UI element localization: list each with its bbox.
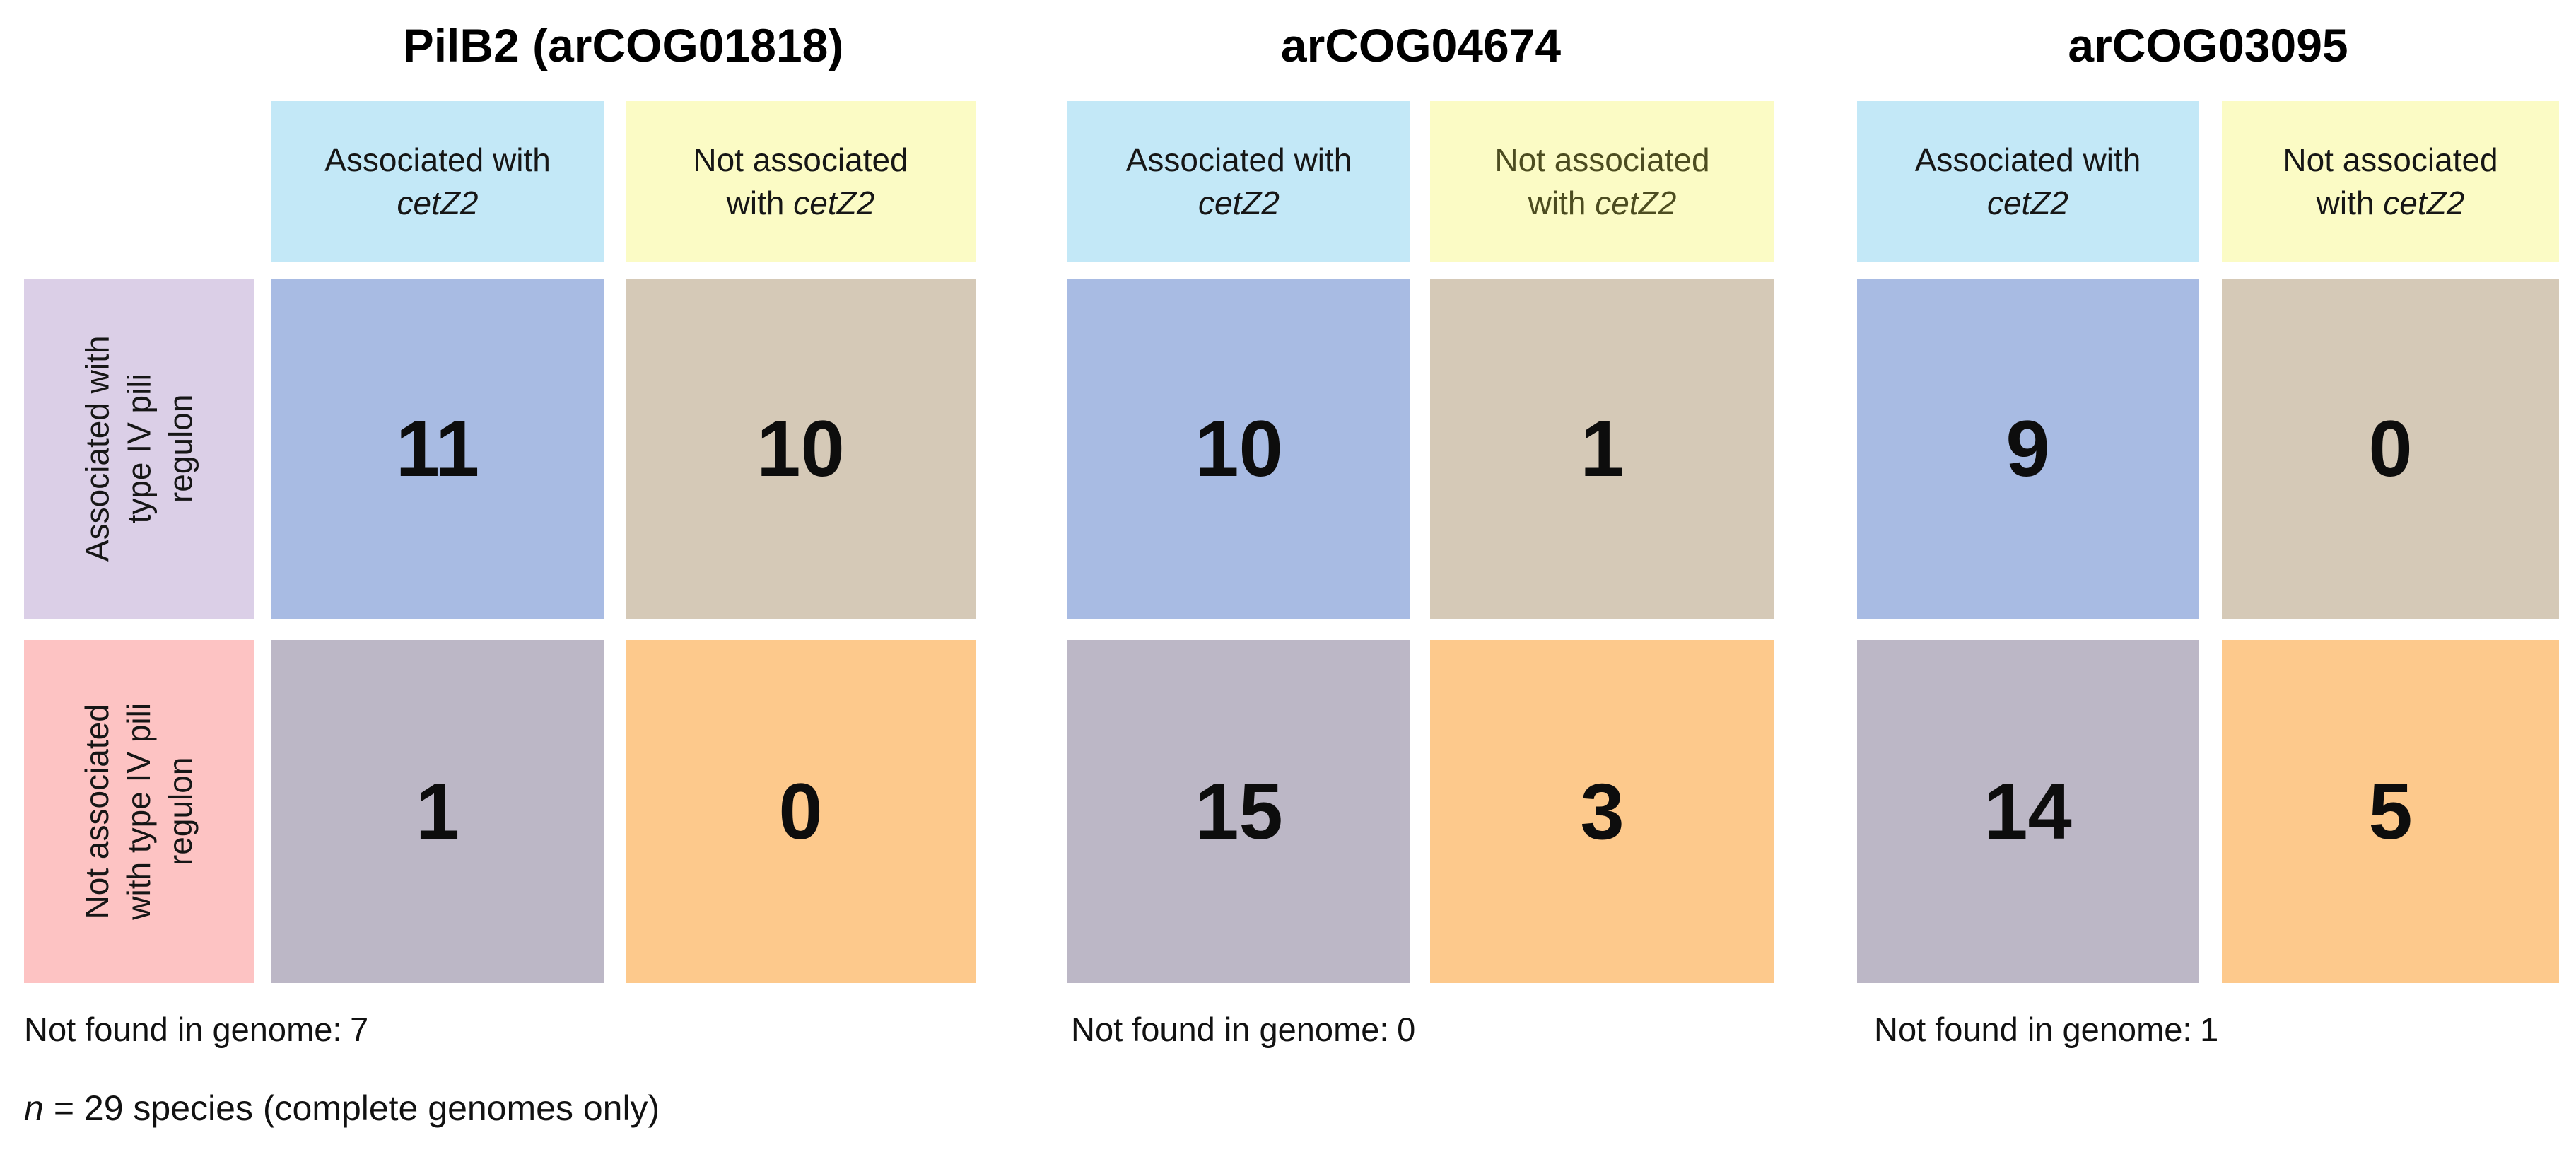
cell-notassoc-assoc: 14 [1857, 640, 2199, 983]
cell-notassoc-assoc: 15 [1067, 640, 1410, 983]
cell-notassoc-notassoc: 5 [2222, 640, 2559, 983]
col-header-text: Not associated with cetZ2 [2283, 139, 2498, 224]
not-found-label: Not found in genome: [24, 1011, 342, 1048]
col-header-associated-cetz2: Associated with cetZ2 [271, 101, 604, 262]
col-header-not-associated-cetz2: Not associated with cetZ2 [1430, 101, 1774, 262]
col-header-text: Associated with cetZ2 [324, 139, 551, 224]
not-found-line: Not found in genome: 1 [1874, 1010, 2218, 1049]
col-header-line1: Not associated [1494, 141, 1710, 178]
cell-notassoc-notassoc: 3 [1430, 640, 1774, 983]
cell-assoc-assoc: 9 [1857, 279, 2199, 619]
not-found-count: 1 [2200, 1011, 2219, 1048]
col-header-line1: Associated with [324, 141, 551, 178]
not-found-count: 0 [1397, 1011, 1416, 1048]
cell-assoc-notassoc: 0 [2222, 279, 2559, 619]
not-found-count: 7 [350, 1011, 369, 1048]
cell-assoc-assoc: 10 [1067, 279, 1410, 619]
cell-assoc-notassoc: 10 [626, 279, 976, 619]
cell-value: 9 [2006, 405, 2050, 493]
col-header-text: Not associated with cetZ2 [693, 139, 908, 224]
cell-value: 15 [1195, 767, 1283, 856]
n-symbol: n [24, 1088, 44, 1128]
cell-value: 10 [756, 405, 845, 493]
col-header-line1: Not associated [2283, 141, 2498, 178]
gene-name: cetZ2 [793, 184, 875, 221]
cell-value: 5 [2368, 767, 2413, 856]
not-found-label: Not found in genome: [1874, 1011, 2192, 1048]
cell-value: 11 [395, 405, 480, 493]
gene-name: cetZ2 [1595, 184, 1677, 221]
col-header-text: Not associated with cetZ2 [1494, 139, 1709, 224]
row-header-associated-pili: Associated with type IV pili regulon [24, 279, 254, 619]
col-header-line2-prefix: with [726, 184, 785, 221]
cell-value: 0 [778, 767, 823, 856]
cell-notassoc-assoc: 1 [271, 640, 604, 983]
cell-value: 10 [1195, 405, 1283, 493]
cell-value: 1 [415, 767, 460, 856]
cell-value: 14 [1984, 767, 2072, 856]
gene-name: cetZ2 [397, 184, 479, 221]
col-header-text: Associated with cetZ2 [1126, 139, 1352, 224]
row-header-not-associated-pili: Not associated with type IV pili regulon [24, 640, 254, 983]
cell-assoc-assoc: 11 [271, 279, 604, 619]
sample-size-text: = 29 species (complete genomes only) [53, 1088, 660, 1128]
col-header-line2-prefix: with [1528, 184, 1586, 221]
table-title: arCOG04674 [1280, 19, 1562, 71]
col-header-line1: Associated with [1125, 141, 1352, 178]
cell-assoc-notassoc: 1 [1430, 279, 1774, 619]
gene-name: cetZ2 [1198, 184, 1280, 221]
cell-notassoc-notassoc: 0 [626, 640, 976, 983]
col-header-text: Associated with cetZ2 [1915, 139, 2141, 224]
col-header-line1: Not associated [693, 141, 908, 178]
col-header-not-associated-cetz2: Not associated with cetZ2 [2222, 101, 2559, 262]
col-header-not-associated-cetz2: Not associated with cetZ2 [626, 101, 976, 262]
cell-value: 3 [1580, 767, 1624, 856]
sample-size-note: n = 29 species (complete genomes only) [24, 1088, 660, 1129]
col-header-line2-prefix: with [2316, 184, 2375, 221]
not-found-line: Not found in genome: 7 [24, 1010, 368, 1049]
cell-value: 0 [2368, 405, 2413, 493]
col-header-line1: Associated with [1914, 141, 2141, 178]
col-header-associated-cetz2: Associated with cetZ2 [1857, 101, 2199, 262]
cell-value: 1 [1580, 405, 1624, 493]
not-found-label: Not found in genome: [1071, 1011, 1389, 1048]
table-title: arCOG03095 [2068, 19, 2348, 71]
table-title: PilB2 (arCOG01818) [402, 19, 844, 71]
gene-name: cetZ2 [2383, 184, 2465, 221]
col-header-associated-cetz2: Associated with cetZ2 [1067, 101, 1410, 262]
not-found-line: Not found in genome: 0 [1071, 1010, 1415, 1049]
gene-name: cetZ2 [1986, 184, 2069, 221]
